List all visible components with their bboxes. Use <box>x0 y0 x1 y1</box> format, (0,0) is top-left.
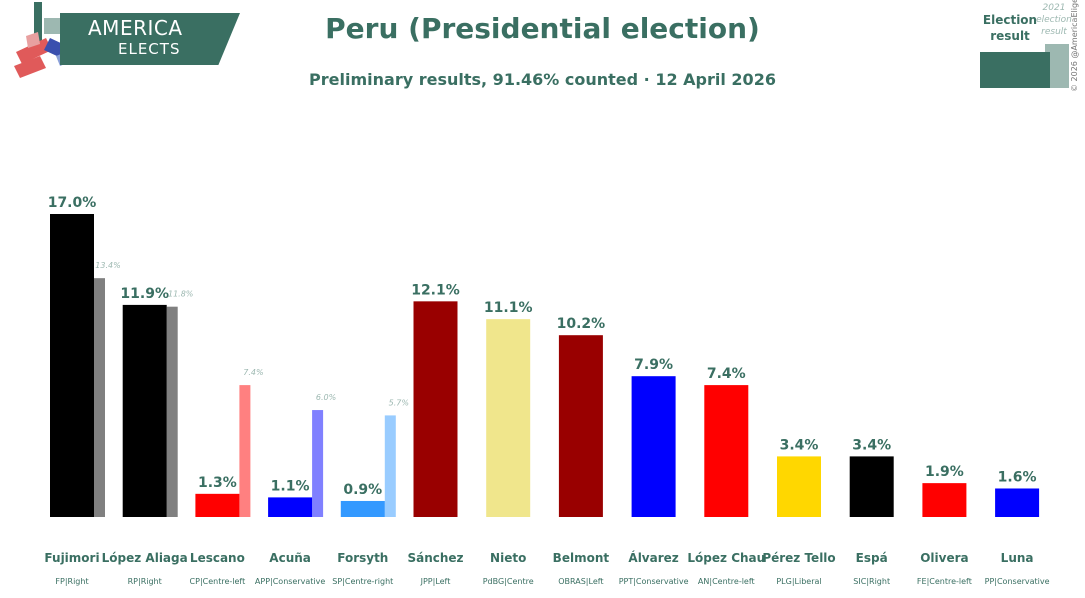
bar-alvarez <box>631 376 676 517</box>
bar-previous-lescano <box>239 385 251 517</box>
logo-text-america: AMERICA <box>88 16 183 40</box>
category-label-forsyth: Forsyth <box>337 551 388 565</box>
party-label-lopez-chau: AN|Centre-left <box>698 577 755 586</box>
party-label-forsyth: SP|Centre-right <box>332 577 393 586</box>
bar-acuna <box>268 497 313 517</box>
category-label-lopez-chau: López Chau <box>687 551 765 565</box>
party-label-lescano: CP|Centre-left <box>190 577 246 586</box>
bar-lescano <box>195 493 240 517</box>
chart-header: AMERICA ELECTS Peru (Presidential electi… <box>0 0 1085 110</box>
party-label-olivera: FE|Centre-left <box>917 577 972 586</box>
data-label-previous-fujimori: 13.4% <box>95 261 120 270</box>
bar-lopez-chau <box>704 385 749 517</box>
chart-subtitle: Preliminary results, 91.46% counted · 12… <box>309 70 776 89</box>
party-label-alvarez: PPT|Conservative <box>619 577 689 586</box>
category-label-luna: Luna <box>1001 551 1034 565</box>
data-label-belmont: 10.2% <box>557 316 606 332</box>
data-label-perez-tello: 3.4% <box>780 437 819 453</box>
bar-olivera <box>922 483 967 517</box>
legend-previous-label: 2021 election result <box>1036 3 1072 37</box>
america-elects-logo: AMERICA ELECTS <box>0 0 250 80</box>
party-label-fujimori: FP|Right <box>55 577 88 586</box>
bar-lopez-aliaga <box>122 304 167 517</box>
data-label-lescano: 1.3% <box>198 475 237 491</box>
bar-previous-lopez-aliaga <box>166 306 178 517</box>
bar-previous-forsyth <box>384 415 396 517</box>
category-label-lopez-aliaga: López Aliaga <box>102 551 188 565</box>
party-label-lopez-aliaga: RP|Right <box>128 577 162 586</box>
data-label-nieto: 11.1% <box>484 300 533 316</box>
bar-nieto <box>486 319 531 517</box>
party-label-belmont: OBRAS|Left <box>558 577 603 586</box>
party-label-perez-tello: PLG|Liberal <box>776 577 821 586</box>
chart-title: Peru (Presidential election) <box>325 12 760 45</box>
party-label-luna: PP|Conservative <box>985 577 1050 586</box>
category-label-lescano: Lescano <box>190 551 245 565</box>
legend: Election result 2021 election result <box>975 0 1075 92</box>
data-label-alvarez: 7.9% <box>634 357 673 373</box>
category-label-olivera: Olivera <box>920 551 968 565</box>
data-label-espa: 3.4% <box>852 437 891 453</box>
data-label-previous-lopez-aliaga: 11.8% <box>168 290 193 299</box>
data-label-lopez-chau: 7.4% <box>707 366 746 382</box>
party-label-espa: SIC|Right <box>853 577 890 586</box>
category-label-alvarez: Álvarez <box>628 550 678 565</box>
bar-perez-tello <box>777 456 821 517</box>
bar-previous-fujimori <box>94 278 105 517</box>
bar-previous-acuna <box>312 410 324 517</box>
bar-fujimori <box>50 214 94 517</box>
party-label-sanchez: JPP|Left <box>420 577 451 586</box>
legend-current-label: Election result <box>982 13 1038 43</box>
bar-forsyth <box>340 500 385 517</box>
data-label-previous-lescano: 7.4% <box>243 368 263 377</box>
data-label-lopez-aliaga: 11.9% <box>120 286 169 302</box>
bar-espa <box>849 456 894 517</box>
category-label-sanchez: Sánchez <box>407 551 463 565</box>
data-label-acuna: 1.1% <box>271 478 310 494</box>
category-label-fujimori: Fujimori <box>44 551 99 565</box>
data-label-fujimori: 17.0% <box>48 195 97 211</box>
data-label-sanchez: 12.1% <box>411 282 460 298</box>
bar-luna <box>995 488 1040 517</box>
category-label-perez-tello: Pérez Tello <box>762 551 835 565</box>
bar-sanchez <box>413 301 458 517</box>
category-label-espa: Espá <box>856 551 888 565</box>
category-label-acuna: Acuña <box>269 551 311 565</box>
bar-belmont <box>558 335 603 517</box>
category-label-nieto: Nieto <box>490 551 526 565</box>
data-label-olivera: 1.9% <box>925 464 964 480</box>
category-label-belmont: Belmont <box>553 551 610 565</box>
logo-banner <box>60 13 240 65</box>
party-label-acuna: APP|Conservative <box>255 577 325 586</box>
data-label-previous-forsyth: 5.7% <box>389 398 409 407</box>
party-label-nieto: PdBG|Centre <box>483 577 534 586</box>
data-label-forsyth: 0.9% <box>343 482 382 498</box>
data-label-luna: 1.6% <box>998 469 1037 485</box>
logo-text-elects: ELECTS <box>118 40 181 58</box>
legend-current-swatch <box>980 52 1050 88</box>
data-label-previous-acuna: 6.0% <box>316 393 336 402</box>
